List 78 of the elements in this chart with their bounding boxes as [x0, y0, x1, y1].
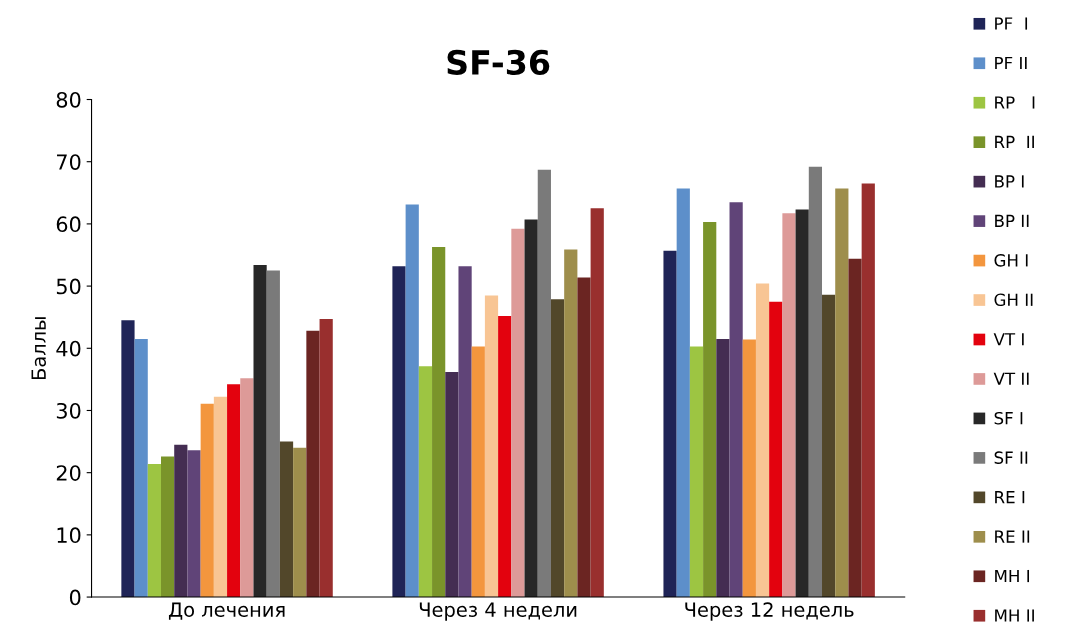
legend-label: GH I	[994, 254, 1028, 267]
bar	[808, 166, 823, 598]
bar	[729, 202, 743, 598]
y-axis-title: Баллы	[31, 317, 46, 380]
bar	[590, 208, 604, 598]
bar	[755, 283, 770, 598]
bar	[293, 447, 307, 598]
legend-label: VT II	[993, 372, 1029, 385]
legend-label: GH II	[994, 293, 1033, 307]
legend-label: MH I	[995, 569, 1030, 583]
y-tick-label: 30	[56, 402, 81, 419]
legend-label: RP I	[995, 96, 1035, 109]
y-tick-label: 20	[56, 465, 81, 481]
bar	[795, 209, 809, 598]
bar	[663, 250, 677, 598]
bar	[319, 319, 333, 598]
bar	[471, 346, 485, 598]
bar	[279, 441, 294, 598]
y-tick-label: 60	[56, 216, 81, 233]
bar	[445, 371, 459, 598]
bar	[432, 246, 446, 598]
bar	[134, 338, 148, 598]
bar	[161, 456, 175, 598]
bar	[550, 299, 565, 598]
y-tick-label: 10	[57, 527, 81, 544]
bar	[253, 264, 267, 598]
legend-label: RE I	[995, 491, 1025, 504]
legend-label: RP II	[995, 135, 1034, 149]
legend-label: BP II	[995, 214, 1029, 227]
legend-label: MH II	[995, 609, 1034, 622]
bar	[822, 294, 836, 598]
legend-label: BP I	[995, 175, 1024, 188]
bar	[484, 295, 499, 598]
bar	[835, 188, 849, 598]
bar	[716, 338, 730, 598]
bar	[511, 228, 525, 598]
y-tick-label: 0	[69, 589, 81, 606]
legend-label: VT I	[993, 333, 1024, 346]
bar	[742, 339, 756, 598]
bar	[240, 378, 254, 598]
bar	[200, 403, 214, 598]
x-tick-label: Через 12 недель	[685, 602, 854, 621]
bar	[676, 188, 690, 598]
bar	[227, 384, 241, 598]
bar	[174, 444, 188, 598]
legend-label: RE II	[995, 530, 1030, 543]
bar	[524, 219, 538, 598]
bar	[577, 277, 591, 598]
y-tick-label: 50	[56, 278, 81, 295]
legend-label: SF II	[994, 451, 1028, 464]
legend-label: SF I	[994, 411, 1023, 425]
bar	[213, 396, 228, 598]
bar	[405, 204, 419, 598]
bar	[306, 330, 320, 598]
legend-label: PF II	[995, 56, 1027, 70]
bar	[703, 222, 717, 598]
bar	[769, 301, 783, 598]
bar	[418, 366, 433, 598]
bar	[848, 258, 862, 598]
bar	[392, 266, 406, 598]
bar	[147, 463, 161, 598]
bar	[689, 346, 704, 598]
bar	[861, 183, 875, 598]
bar	[537, 169, 551, 598]
bar	[458, 266, 472, 598]
x-tick-label: До лечения	[168, 602, 285, 620]
chart-title: SF-36	[447, 49, 550, 75]
x-tick-label: Через 4 недели	[419, 602, 577, 621]
y-tick-label: 70	[57, 154, 81, 170]
y-tick-label: 80	[56, 91, 81, 108]
bar	[564, 249, 578, 598]
bar	[266, 270, 280, 598]
y-tick-label: 40	[56, 340, 81, 357]
bar	[121, 320, 135, 598]
bar	[498, 315, 512, 598]
bar	[782, 213, 796, 598]
bar	[187, 450, 201, 598]
legend-label: PF I	[995, 17, 1028, 30]
